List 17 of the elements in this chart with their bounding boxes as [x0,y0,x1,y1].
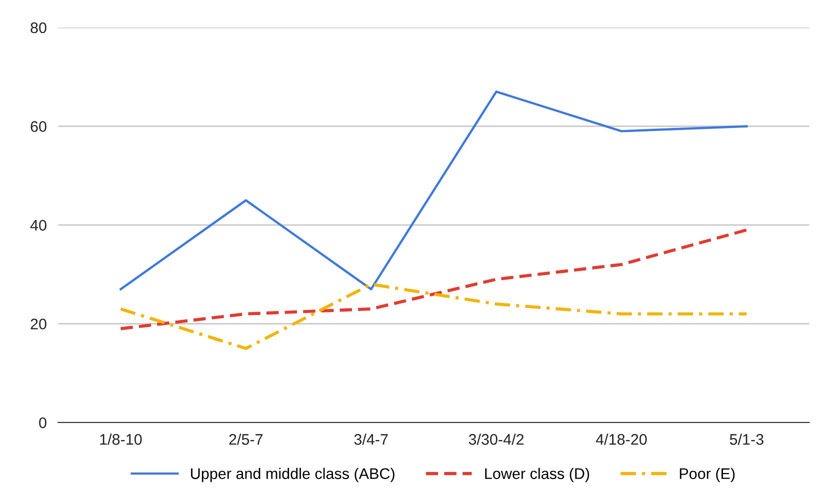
y-tick-label: 0 [39,417,46,428]
line-series [119,282,748,350]
x-tick-label: 5/1-3 [730,434,764,445]
line-series [119,228,748,330]
y-tick-label: 80 [30,22,46,34]
legend-label: Lower class (D) [485,468,590,482]
legend-label: Upper and middle class (ABC) [191,468,394,482]
line-series [120,90,748,290]
x-tick-label: 2/5-7 [229,434,263,445]
x-tick-label: 3/4-7 [354,434,388,445]
x-tick-label: 1/8-10 [100,434,142,445]
y-tick-label: 60 [30,121,46,132]
x-tick-label: 3/30-4/2 [468,434,524,445]
y-tick-label: 40 [30,220,46,231]
legend-label: Poor (E) [680,468,735,482]
y-tick-label: 20 [30,318,46,330]
x-tick-label: 4/18-20 [596,434,647,445]
